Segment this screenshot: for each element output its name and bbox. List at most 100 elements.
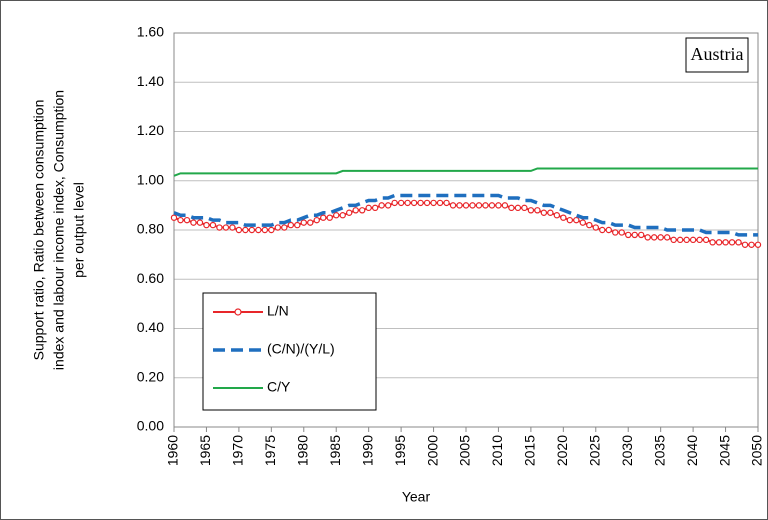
data-point [294, 221, 301, 229]
data-point [599, 226, 606, 234]
data-point [339, 212, 346, 219]
y-tick-label: 0.60 [137, 270, 164, 286]
data-point [170, 214, 178, 221]
data-point [443, 199, 450, 207]
data-point [540, 209, 548, 216]
data-point [333, 212, 340, 219]
data-point [741, 241, 749, 248]
data-point [592, 224, 599, 231]
data-point [579, 219, 587, 226]
data-point [417, 199, 424, 207]
x-tick-label: 2015 [522, 435, 538, 466]
data-point [177, 216, 184, 224]
annotation-box [685, 37, 749, 73]
data-point [255, 226, 262, 234]
data-point [534, 207, 541, 214]
data-point [702, 236, 710, 244]
x-tick-label: 2000 [424, 435, 440, 466]
data-point [573, 216, 580, 224]
data-point [410, 199, 418, 207]
data-point [274, 224, 282, 231]
data-point [663, 234, 671, 241]
x-tick-label: 1995 [392, 435, 408, 466]
data-point [235, 226, 243, 234]
x-tick-label: 2050 [749, 435, 765, 466]
data-point [618, 229, 625, 236]
x-tick-label: 1970 [230, 435, 246, 466]
data-point [358, 207, 366, 214]
data-point [300, 219, 307, 226]
y-axis-title: per output level [71, 182, 87, 278]
data-point [683, 236, 690, 244]
x-tick-label: 2045 [716, 435, 732, 466]
data-point [384, 202, 392, 209]
y-tick-label: 1.60 [137, 24, 164, 40]
x-tick-label: 1960 [165, 435, 181, 466]
data-point [378, 202, 385, 209]
data-point [397, 199, 405, 207]
data-point [748, 241, 755, 248]
y-tick-label: 0.40 [137, 319, 164, 335]
data-point [190, 219, 197, 226]
data-point [547, 209, 554, 216]
data-point [404, 199, 411, 207]
data-point [527, 207, 535, 214]
data-point [475, 202, 483, 209]
x-tick-label: 2025 [586, 435, 602, 466]
data-point [222, 224, 230, 231]
x-tick-label: 1975 [262, 435, 278, 466]
data-point [456, 202, 463, 209]
data-point [566, 216, 574, 224]
data-point [352, 207, 359, 214]
data-point [326, 214, 333, 221]
series-line [173, 193, 758, 237]
data-point [501, 202, 509, 209]
data-point [696, 236, 703, 244]
data-point [560, 214, 567, 221]
y-tick-label: 0.00 [137, 418, 164, 434]
x-tick-label: 2005 [457, 435, 473, 466]
data-point [203, 221, 210, 229]
data-point [715, 239, 723, 246]
x-tick-label: 2020 [554, 435, 570, 466]
data-point [449, 202, 457, 209]
y-axis-title: index and labour income index, Consumpti… [51, 90, 67, 370]
data-point [625, 231, 632, 239]
legend-marker [234, 308, 242, 316]
data-point [495, 202, 502, 209]
data-point [644, 234, 651, 241]
y-tick-label: 1.20 [137, 122, 164, 138]
data-point [320, 214, 327, 221]
data-point [638, 231, 645, 239]
y-axis-title: Support ratio, Ratio between consumption [31, 100, 47, 361]
data-point [371, 204, 379, 212]
y-tick-label: 0.20 [137, 368, 164, 384]
data-point [391, 199, 398, 207]
x-tick-label: 2030 [619, 435, 635, 466]
data-point [307, 219, 314, 226]
data-point [268, 226, 275, 234]
y-tick-label: 1.40 [137, 73, 164, 89]
legend-label: L/N [267, 303, 289, 319]
data-point [689, 236, 697, 244]
data-point [287, 221, 294, 229]
x-tick-label: 2035 [651, 435, 667, 466]
data-point [248, 226, 256, 234]
data-point [508, 204, 515, 212]
data-point [676, 236, 684, 244]
x-tick-label: 2010 [489, 435, 505, 466]
data-point [209, 221, 217, 229]
data-point [521, 204, 528, 212]
data-point [216, 224, 223, 231]
data-point [657, 234, 664, 241]
data-point [430, 199, 437, 207]
legend-label: C/Y [267, 379, 291, 395]
series-line [173, 167, 758, 177]
x-tick-label: 1990 [359, 435, 375, 466]
data-point [586, 221, 593, 229]
legend-label: (C/N)/(Y/L) [267, 341, 335, 357]
x-tick-label: 1965 [197, 435, 213, 466]
data-point [436, 199, 444, 207]
